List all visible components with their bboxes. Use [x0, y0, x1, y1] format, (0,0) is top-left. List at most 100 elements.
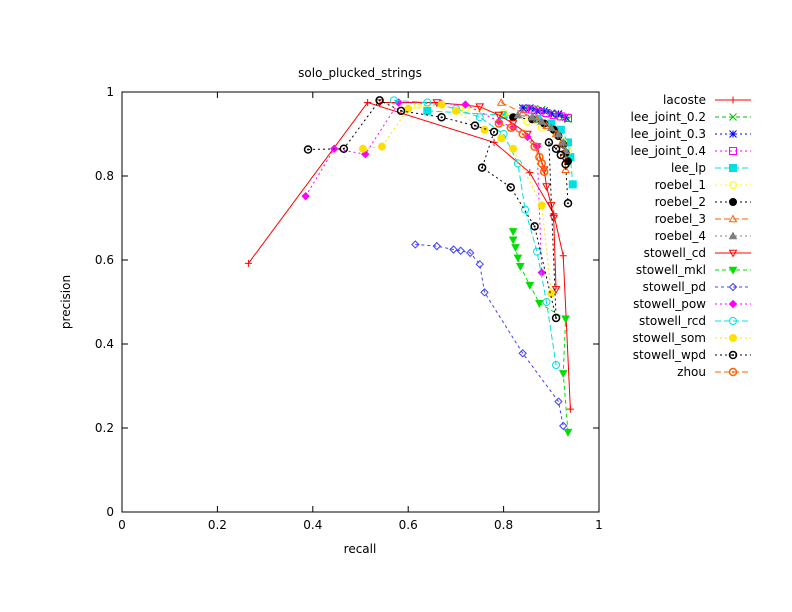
data-point [437, 100, 446, 109]
data-point-center [540, 162, 543, 165]
series-lee_joint_0.4 [521, 104, 572, 123]
data-point-center [481, 166, 484, 169]
data-point-center [538, 156, 541, 159]
data-point [301, 191, 310, 201]
data-point-center [555, 316, 558, 319]
legend-label: roebel_1 [655, 178, 706, 192]
legend-item: lee_joint_0.3 [630, 127, 751, 141]
data-point [518, 104, 527, 112]
data-point [539, 167, 549, 177]
data-point [563, 428, 573, 437]
data-point [552, 361, 561, 369]
series-stowell_cd [375, 99, 561, 294]
data-point [480, 125, 489, 134]
data-point [540, 107, 548, 115]
series-line [525, 108, 569, 119]
legend-item: roebel_3 [655, 212, 751, 226]
data-point [389, 96, 398, 105]
y-tick-label: 0.6 [95, 253, 114, 267]
series-stowell_mkl [508, 228, 573, 437]
data-point [456, 246, 465, 255]
data-point [537, 116, 547, 125]
data-point [396, 106, 406, 116]
x-axis-label: recall [344, 542, 377, 556]
legend-label: stowell_wpd [633, 348, 706, 362]
series-stowell_som [358, 100, 556, 298]
y-axis-label: precision [59, 275, 73, 329]
data-point [475, 103, 485, 112]
data-point [489, 127, 499, 137]
data-point [549, 214, 559, 223]
data-point [475, 259, 484, 269]
legend-item: stowell_cd [644, 246, 751, 260]
data-point-center [342, 147, 345, 150]
legend-label: roebel_4 [655, 229, 706, 243]
x-tick-label: 0.4 [303, 518, 322, 532]
data-point [558, 137, 568, 146]
data-point [542, 121, 551, 129]
legend-label: stowell_pd [643, 280, 706, 294]
data-point [508, 236, 518, 245]
legend-item: stowell_som [633, 331, 751, 345]
data-point-center [732, 371, 734, 373]
data-point-center [547, 141, 550, 144]
data-point [364, 99, 372, 106]
legend-item: lee_joint_0.2 [630, 110, 751, 124]
data-point-center [493, 130, 496, 133]
data-point [729, 113, 737, 121]
data-point [561, 165, 570, 173]
data-point [508, 228, 518, 236]
series-roebel_4 [513, 110, 570, 155]
data-point [413, 100, 422, 109]
data-point-center [307, 148, 310, 151]
data-point [563, 114, 572, 123]
data-point [537, 201, 546, 210]
y-tick-label: 0.2 [95, 421, 114, 435]
data-point [509, 144, 518, 153]
legend-label: stowell_som [633, 331, 706, 345]
data-point [490, 138, 498, 146]
data-point [303, 145, 313, 154]
data-point [480, 288, 489, 297]
legend-label: stowell_mkl [636, 263, 706, 277]
x-tick-label: 0 [118, 518, 126, 532]
plot-area [244, 96, 577, 437]
data-point [513, 159, 522, 168]
data-point [497, 134, 506, 143]
data-point [729, 164, 737, 172]
data-point [547, 109, 556, 118]
series-lee_joint_0.3 [518, 104, 570, 122]
series-zhou [494, 119, 549, 177]
legend-item: stowell_mkl [636, 263, 751, 277]
y-tick-label: 0.8 [95, 169, 114, 183]
legend-label: roebel_2 [655, 195, 706, 209]
legend: lacoste lee_joint_0.2 lee_joint_0.3 lee_joi… [630, 93, 751, 379]
legend-item: lacoste [663, 93, 751, 107]
legend-label: lee_lp [671, 161, 706, 175]
data-point-center [497, 122, 500, 125]
y-tick-label: 0.4 [95, 337, 114, 351]
data-point [551, 286, 561, 294]
legend-item: stowell_pow [633, 297, 751, 311]
data-point-center [543, 170, 546, 173]
data-point [513, 110, 523, 119]
data-point [546, 202, 556, 210]
data-point-center [559, 154, 562, 156]
data-point [339, 144, 349, 153]
data-point-center [400, 109, 403, 112]
legend-item: lee_joint_0.4 [630, 144, 751, 158]
legend-item: lee_lp [671, 161, 751, 175]
data-point [537, 159, 547, 168]
chart-title: solo_plucked_strings [298, 66, 422, 80]
legend-item: roebel_4 [655, 229, 751, 243]
series-line [362, 104, 552, 294]
data-point [499, 109, 508, 117]
data-point [728, 266, 738, 275]
legend-item: stowell_pd [643, 280, 751, 294]
series-stowell_pd [411, 240, 568, 431]
data-point [449, 245, 458, 254]
data-point [542, 183, 551, 192]
data-point [423, 98, 432, 107]
plot-frame [121, 91, 600, 513]
data-point [729, 130, 737, 138]
